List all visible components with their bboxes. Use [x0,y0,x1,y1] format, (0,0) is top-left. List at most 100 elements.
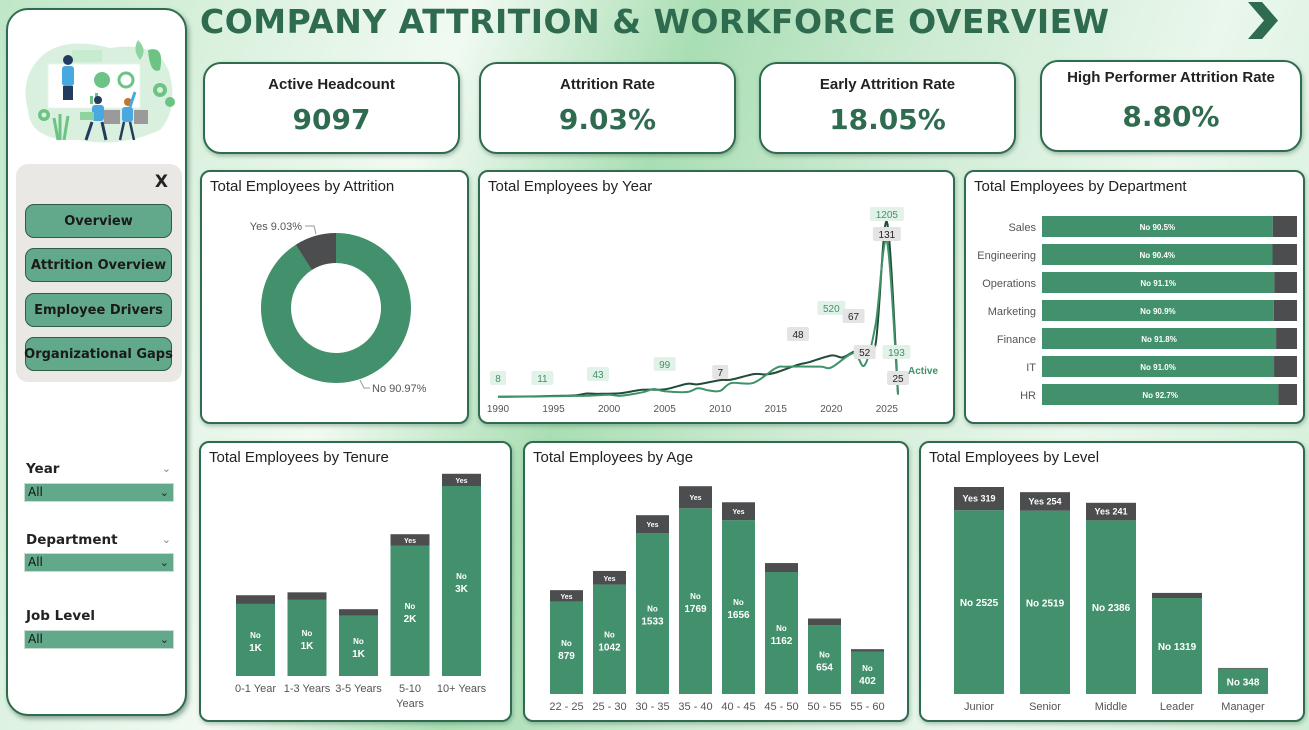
year-filter-collapse-icon[interactable]: ⌄ [161,462,171,475]
data-label-bg [490,371,506,385]
data-label: 1205 [876,210,899,221]
bar-label-no: No [776,624,787,633]
data-label-bg [872,227,901,241]
year-line-card: Total Employees by Year 1990 1995 2000 2005… [478,170,955,424]
category-label: IT [1026,362,1036,374]
bar-no [808,625,841,694]
bar-label-no: No [561,639,572,648]
chart-title: Total Employees by Department [974,178,1187,195]
bar-label-no: No 348 [1227,677,1260,688]
bar-yes [1086,502,1136,521]
data-label-bg [817,301,846,315]
nav-attrition-overview-button[interactable]: Attrition Overview [25,248,172,282]
bar-yes [1152,592,1202,598]
kpi-label: Active Headcount [268,76,395,93]
bar-label-no: No [604,630,615,639]
bar-label-yes: Yes 254 [1028,496,1061,506]
data-label: 8 [495,374,501,385]
category-label: Manager [1221,701,1265,713]
bar-label-yes: Yes [560,594,572,601]
bar-no [1042,300,1274,321]
year-filter-select[interactable]: All ⌄ [24,483,174,502]
year-line-chart: 1990 1995 2000 2005 2010 2015 2020 2025 8 11 43 99 7… [487,207,938,415]
attrition-donut-card: Total Employees by Attrition Yes 9.03% No… [200,170,469,424]
bar-no [765,571,798,694]
bar-label: No 91.8% [1141,335,1177,344]
donut-slice-no [261,233,411,383]
bar-no [636,533,669,694]
year-filter-label: Year [26,461,60,477]
age-bar-chart: No 879 Yes 22 - 25 No 1042 Yes 25 - 30 No 1533 Yes… [549,486,885,713]
close-nav-button[interactable]: X [154,172,168,192]
data-label-bg [587,367,609,381]
bar-label-no-value: 1042 [598,642,621,653]
bar-yes [236,595,275,604]
navigation-panel: X Overview Attrition Overview Employee D… [16,164,182,382]
department-filter-select[interactable]: All ⌄ [24,553,174,572]
chevron-right-icon[interactable] [1248,2,1278,39]
category-label: 45 - 50 [764,701,798,713]
leader-line [359,379,370,389]
x-tick-label: 2005 [654,404,677,415]
bar-no [1152,597,1202,694]
bar-label: No 90.9% [1140,307,1176,316]
bar-yes [851,649,884,652]
bar-no [851,651,884,694]
category-label: 35 - 40 [678,701,712,713]
chart-title: Total Employees by Level [929,449,1100,466]
category-label: 0-1 Year [235,683,276,695]
bar-label: No 92.7% [1142,391,1178,400]
bar-label-no: No [302,629,313,638]
chevron-down-icon: ⌄ [159,556,169,569]
bar-no [236,603,275,676]
x-tick-label: 2025 [876,404,899,415]
bar-label-no: No [456,572,467,581]
kpi-high-performer-attrition-rate: High Performer Attrition Rate 8.80% [1040,60,1302,152]
level-bar-card: Total Employees by Level No 2525 Yes 319 J… [919,441,1305,722]
bar-label-no: No [862,664,873,673]
data-label: 99 [659,360,671,371]
category-label: Years [396,698,424,710]
category-label: Senior [1029,701,1061,713]
data-label: 11 [537,374,548,385]
bar-label-no-value: 1K [249,643,263,654]
data-label-bg [653,357,676,371]
bar-label-no-value: 1769 [684,604,707,615]
category-label: Middle [1095,701,1127,713]
bar-yes [1272,244,1297,265]
bar-no [339,615,378,676]
bar-label-no: No [819,651,830,660]
nav-overview-button[interactable]: Overview [25,204,172,238]
bar-no [1086,520,1136,694]
department-filter-collapse-icon[interactable]: ⌄ [161,533,171,546]
bar-label-no-value: 2K [404,614,418,625]
bar-no [679,508,712,694]
bar-yes [1274,272,1297,293]
nav-organizational-gaps-button[interactable]: Organizational Gaps [24,337,173,371]
bar-yes [1276,328,1297,349]
nav-employee-drivers-button[interactable]: Employee Drivers [25,293,172,327]
category-label: Engineering [977,250,1036,262]
chevron-down-icon: ⌄ [159,486,169,499]
bar-no [287,599,327,676]
bar-no [1042,384,1279,405]
attrition-donut-chart: Yes 9.03% No 90.97% [250,221,427,395]
x-tick-label: 2010 [709,404,732,415]
chevron-down-icon: ⌄ [159,633,169,646]
bar-label-no: No 2525 [960,598,999,609]
job-level-filter-label: Job Level [26,608,96,624]
x-tick-label: 2020 [820,404,843,415]
kpi-attrition-rate: Attrition Rate 9.03% [479,62,736,154]
bar-yes [1278,384,1297,405]
job-level-filter-select[interactable]: All ⌄ [24,630,174,649]
bar-no [442,485,481,676]
age-bar-card: Total Employees by Age No 879 Yes 22 - 25 No… [523,441,909,722]
data-label-bg [531,371,554,385]
category-label: 5-10 [399,683,421,695]
bar-no [1042,356,1275,377]
bar-yes [1273,300,1297,321]
department-filter-label: Department [26,532,118,548]
department-filter-value: All [28,555,43,569]
tenure-bar-card: Total Employees by Tenure No 1K 0-1 Year No… [199,441,512,722]
donut-label-yes: Yes 9.03% [250,221,302,233]
